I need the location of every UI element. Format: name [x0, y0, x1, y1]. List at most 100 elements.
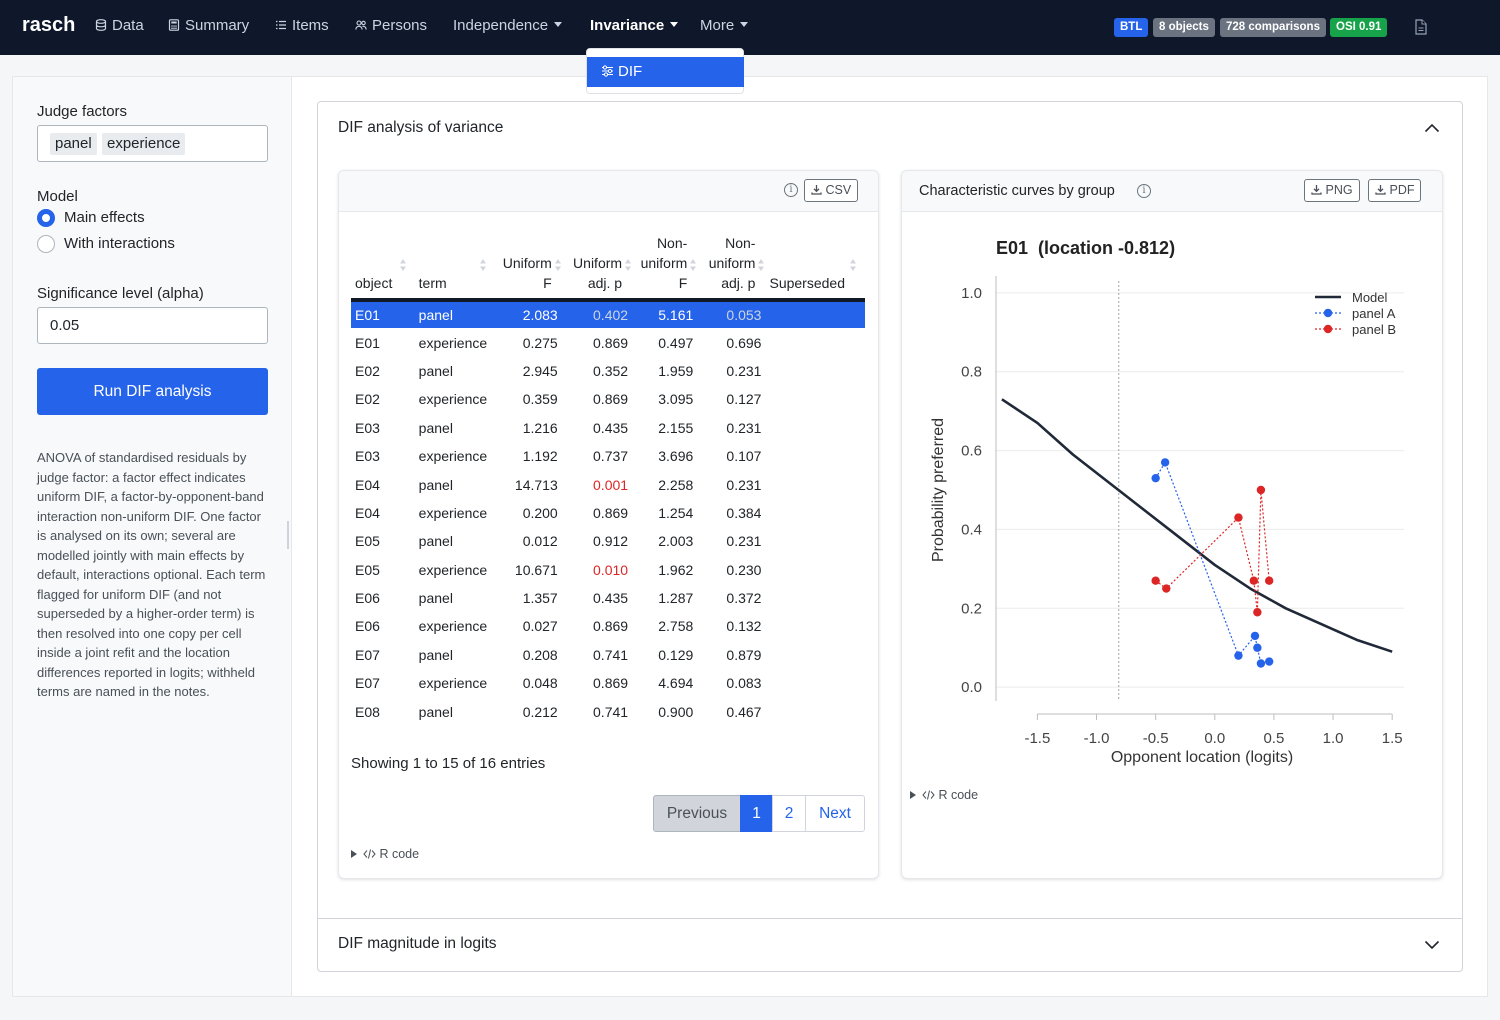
csv-download-button[interactable]: CSV — [804, 179, 859, 202]
table-row[interactable]: E04 experience 0.200 0.869 1.254 0.384 — [351, 499, 865, 527]
pagination-next[interactable]: Next — [805, 795, 865, 832]
table-row[interactable]: E07 experience 0.048 0.869 4.694 0.083 — [351, 669, 865, 697]
chart-rcode-toggle[interactable]: R code — [910, 788, 978, 802]
table-row[interactable]: E08 panel 0.212 0.741 0.900 0.467 — [351, 697, 865, 725]
pdf-download-button[interactable]: PDF — [1368, 179, 1422, 202]
table-row[interactable]: E01 panel 2.083 0.402 5.161 0.053 — [351, 300, 865, 329]
table-cell: 0.027 — [522, 618, 558, 635]
x-axis-label: Opponent location (logits) — [1111, 749, 1293, 766]
table-cell: 0.352 — [593, 362, 629, 379]
pagination-page-2[interactable]: 2 — [772, 795, 806, 832]
model-radio-interactions[interactable] — [37, 235, 55, 253]
column-header[interactable]: Non-uniform adj. p — [697, 233, 766, 302]
column-header[interactable]: Non-uniform F — [632, 233, 698, 302]
table-cell — [765, 697, 865, 725]
model-radio-main[interactable] — [37, 209, 55, 227]
nav-invariance[interactable]: Invariance — [590, 17, 679, 34]
table-row[interactable]: E01 experience 0.275 0.869 0.497 0.696 — [351, 328, 865, 356]
column-header-label: Non- — [656, 235, 688, 251]
table-cell: 3.095 — [658, 391, 694, 408]
curves-chart-card-header: Characteristic curves by group i PNG PDF — [902, 171, 1442, 212]
png-download-button[interactable]: PNG — [1304, 179, 1360, 202]
factor-chip-experience[interactable]: experience — [102, 133, 186, 155]
sort-icon[interactable] — [624, 258, 632, 272]
factor-chip-panel[interactable]: panel — [50, 133, 97, 155]
table-row[interactable]: E06 panel 1.357 0.435 1.287 0.372 — [351, 584, 865, 612]
table-cell: 1.287 — [658, 590, 694, 607]
table-row[interactable]: E07 panel 0.208 0.741 0.129 0.879 — [351, 641, 865, 669]
table-row[interactable]: E05 experience 10.671 0.010 1.962 0.230 — [351, 556, 865, 584]
accordion-header-anova[interactable]: DIF analysis of variance — [338, 119, 504, 136]
table-cell: 0.372 — [726, 590, 762, 607]
table-cell: 0.231 — [726, 476, 762, 493]
column-header[interactable]: Uniform F — [495, 233, 562, 302]
table-cell: 1.959 — [658, 362, 694, 379]
sort-icon[interactable] — [554, 258, 562, 272]
legend-series-marker — [1323, 308, 1333, 318]
nav-summary[interactable]: Summary — [168, 17, 249, 34]
table-cell — [765, 470, 865, 498]
accordion-divider — [318, 918, 1462, 919]
pagination-previous[interactable]: Previous — [653, 795, 741, 832]
column-header[interactable]: Superseded — [765, 233, 865, 302]
column-header[interactable]: Uniform adj. p — [561, 233, 633, 302]
sidebar-resize-handle[interactable] — [287, 521, 289, 549]
report-icon[interactable] — [1414, 19, 1428, 35]
table-row[interactable]: E05 panel 0.012 0.912 2.003 0.231 — [351, 527, 865, 555]
judge-factors-input[interactable]: panel experience — [37, 125, 268, 162]
table-rcode-toggle[interactable]: R code — [351, 847, 419, 861]
brand-logo[interactable]: rasch — [22, 14, 76, 36]
nav-items[interactable]: Items — [275, 17, 329, 34]
nav-data[interactable]: Data — [95, 17, 144, 34]
table-cell: E04 — [355, 504, 380, 521]
chevron-down-icon[interactable] — [1424, 939, 1440, 951]
table-row[interactable]: E02 experience 0.359 0.869 3.095 0.127 — [351, 385, 865, 413]
column-header[interactable]: term — [414, 233, 496, 302]
download-icon — [1375, 185, 1386, 195]
info-icon[interactable]: i — [1137, 184, 1151, 198]
table-cell — [765, 328, 865, 356]
data-point — [1234, 651, 1243, 660]
table-rcode-label: R code — [379, 847, 420, 861]
table-cell — [765, 499, 865, 527]
sort-icon[interactable] — [689, 258, 697, 272]
pagination-page-1[interactable]: 1 — [740, 795, 773, 832]
column-header-label: term — [418, 275, 447, 291]
sort-icon[interactable] — [479, 258, 487, 272]
table-cell: 0.275 — [522, 334, 558, 351]
table-cell: experience — [418, 675, 488, 692]
accordion-header-magnitude[interactable]: DIF magnitude in logits — [338, 935, 497, 952]
nav-more[interactable]: More — [700, 17, 749, 34]
dropdown-item-dif[interactable]: DIF — [587, 57, 744, 87]
table-cell: experience — [418, 618, 488, 635]
chevron-up-icon[interactable] — [1424, 122, 1440, 134]
info-icon[interactable]: i — [784, 183, 798, 197]
nav-persons[interactable]: Persons — [355, 17, 427, 34]
alpha-input[interactable]: 0.05 — [37, 307, 268, 344]
column-header-label: uniform — [708, 255, 756, 271]
legend-label: Model — [1352, 290, 1388, 305]
table-cell — [765, 414, 865, 442]
table-cell: 0.053 — [697, 300, 766, 329]
table-row[interactable]: E03 panel 1.216 0.435 2.155 0.231 — [351, 414, 865, 442]
table-row[interactable]: E04 panel 14.713 0.001 2.258 0.231 — [351, 470, 865, 498]
model-radio-main-label[interactable]: Main effects — [64, 209, 145, 226]
nav-invariance-label: Invariance — [590, 17, 665, 34]
curves-chart-card-title: Characteristic curves by group — [919, 183, 1115, 199]
table-row[interactable]: E03 experience 1.192 0.737 3.696 0.107 — [351, 442, 865, 470]
table-cell: 0.048 — [522, 675, 558, 692]
column-header[interactable]: object — [351, 233, 415, 302]
sort-icon[interactable] — [757, 258, 765, 272]
list-icon — [276, 20, 286, 30]
y-tick-label: 0.2 — [961, 600, 982, 617]
table-cell: 3.696 — [658, 448, 694, 465]
table-cell: E01 — [351, 300, 415, 329]
model-radio-interactions-label[interactable]: With interactions — [64, 235, 175, 252]
nav-independence[interactable]: Independence — [453, 17, 563, 34]
table-cell: 1.254 — [658, 504, 694, 521]
table-row[interactable]: E02 panel 2.945 0.352 1.959 0.231 — [351, 357, 865, 385]
sort-icon[interactable] — [399, 258, 407, 272]
sort-icon[interactable] — [849, 258, 857, 272]
run-dif-button[interactable]: Run DIF analysis — [37, 368, 268, 415]
table-row[interactable]: E06 experience 0.027 0.869 2.758 0.132 — [351, 612, 865, 640]
